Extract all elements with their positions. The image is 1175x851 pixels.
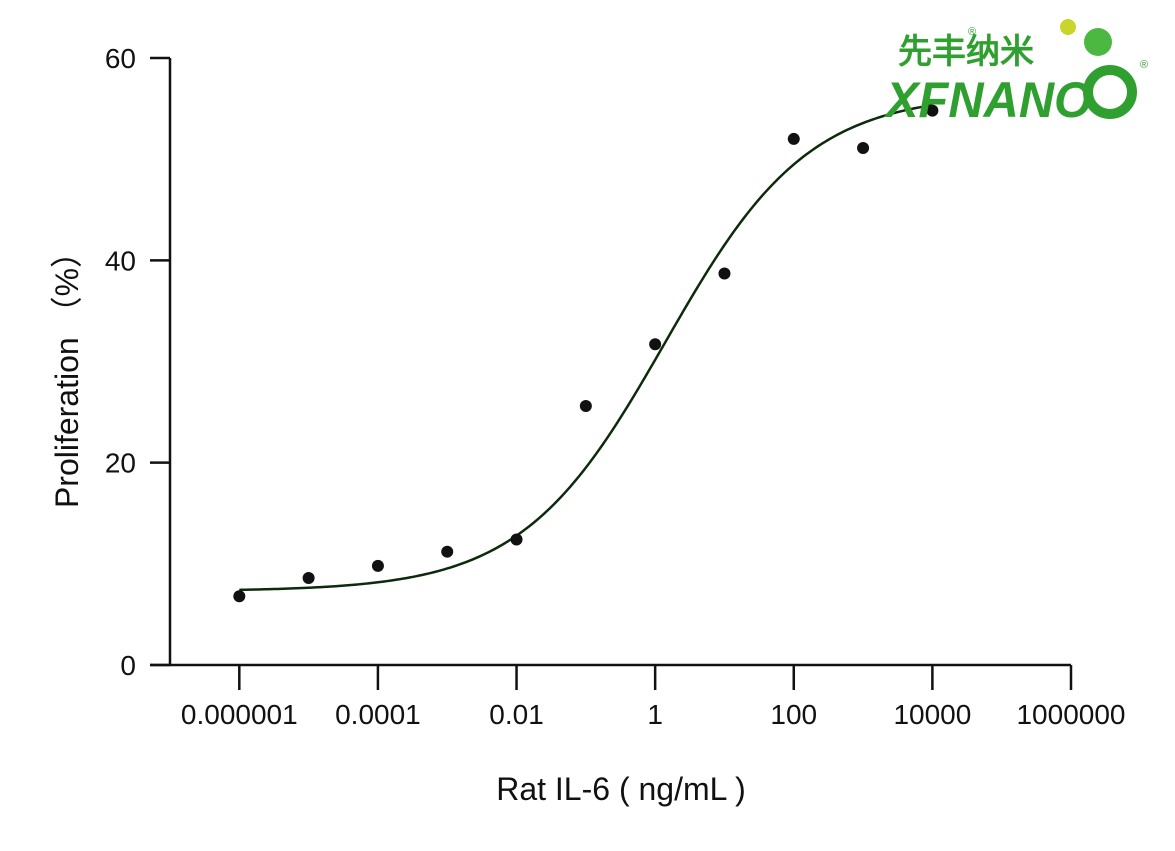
data-point <box>371 559 384 572</box>
xfnano-logo: 先丰纳米 ® XFNANO ® <box>883 19 1148 128</box>
y-ticks: 0 20 40 60 <box>105 43 170 681</box>
x-tick-label: 0.000001 <box>181 699 298 730</box>
data-point <box>649 338 662 351</box>
data-point <box>857 142 870 155</box>
x-tick-label: 100 <box>770 699 817 730</box>
y-tick-label: 0 <box>120 650 136 681</box>
x-ticks: 0.000001 0.0001 0.01 1 100 10000 1000000 <box>181 665 1126 730</box>
x-tick-label: 10000 <box>893 699 971 730</box>
x-tick-label: 0.01 <box>489 699 544 730</box>
x-tick-label: 1 <box>647 699 663 730</box>
logo-ring-icon <box>1083 65 1137 119</box>
data-point <box>302 571 315 584</box>
data-points <box>233 104 939 603</box>
x-axis-title: Rat IL-6 ( ng/mL ) <box>496 771 746 807</box>
y-tick-label: 40 <box>105 245 136 276</box>
data-point <box>579 400 592 413</box>
y-axis-title: Proliferation （%） <box>49 236 85 508</box>
y-tick-label: 60 <box>105 43 136 74</box>
x-tick-label: 0.0001 <box>335 699 421 730</box>
logo-yellow-ball-icon <box>1060 19 1076 35</box>
y-tick-label: 20 <box>105 448 136 479</box>
logo-registered-mark-cn: ® <box>968 26 976 38</box>
data-point <box>926 104 939 117</box>
data-point <box>787 132 800 145</box>
x-tick-label: 1000000 <box>1016 699 1125 730</box>
data-point <box>233 590 246 603</box>
data-point <box>510 533 523 546</box>
fit-curve <box>239 103 933 592</box>
logo-green-ball-icon <box>1084 28 1112 56</box>
logo-english-name: XFNANO <box>883 72 1092 128</box>
logo-registered-mark-en: ® <box>1140 59 1148 71</box>
data-point <box>441 545 454 558</box>
logo-chinese-name: 先丰纳米 <box>898 32 1034 72</box>
data-point <box>718 267 731 280</box>
